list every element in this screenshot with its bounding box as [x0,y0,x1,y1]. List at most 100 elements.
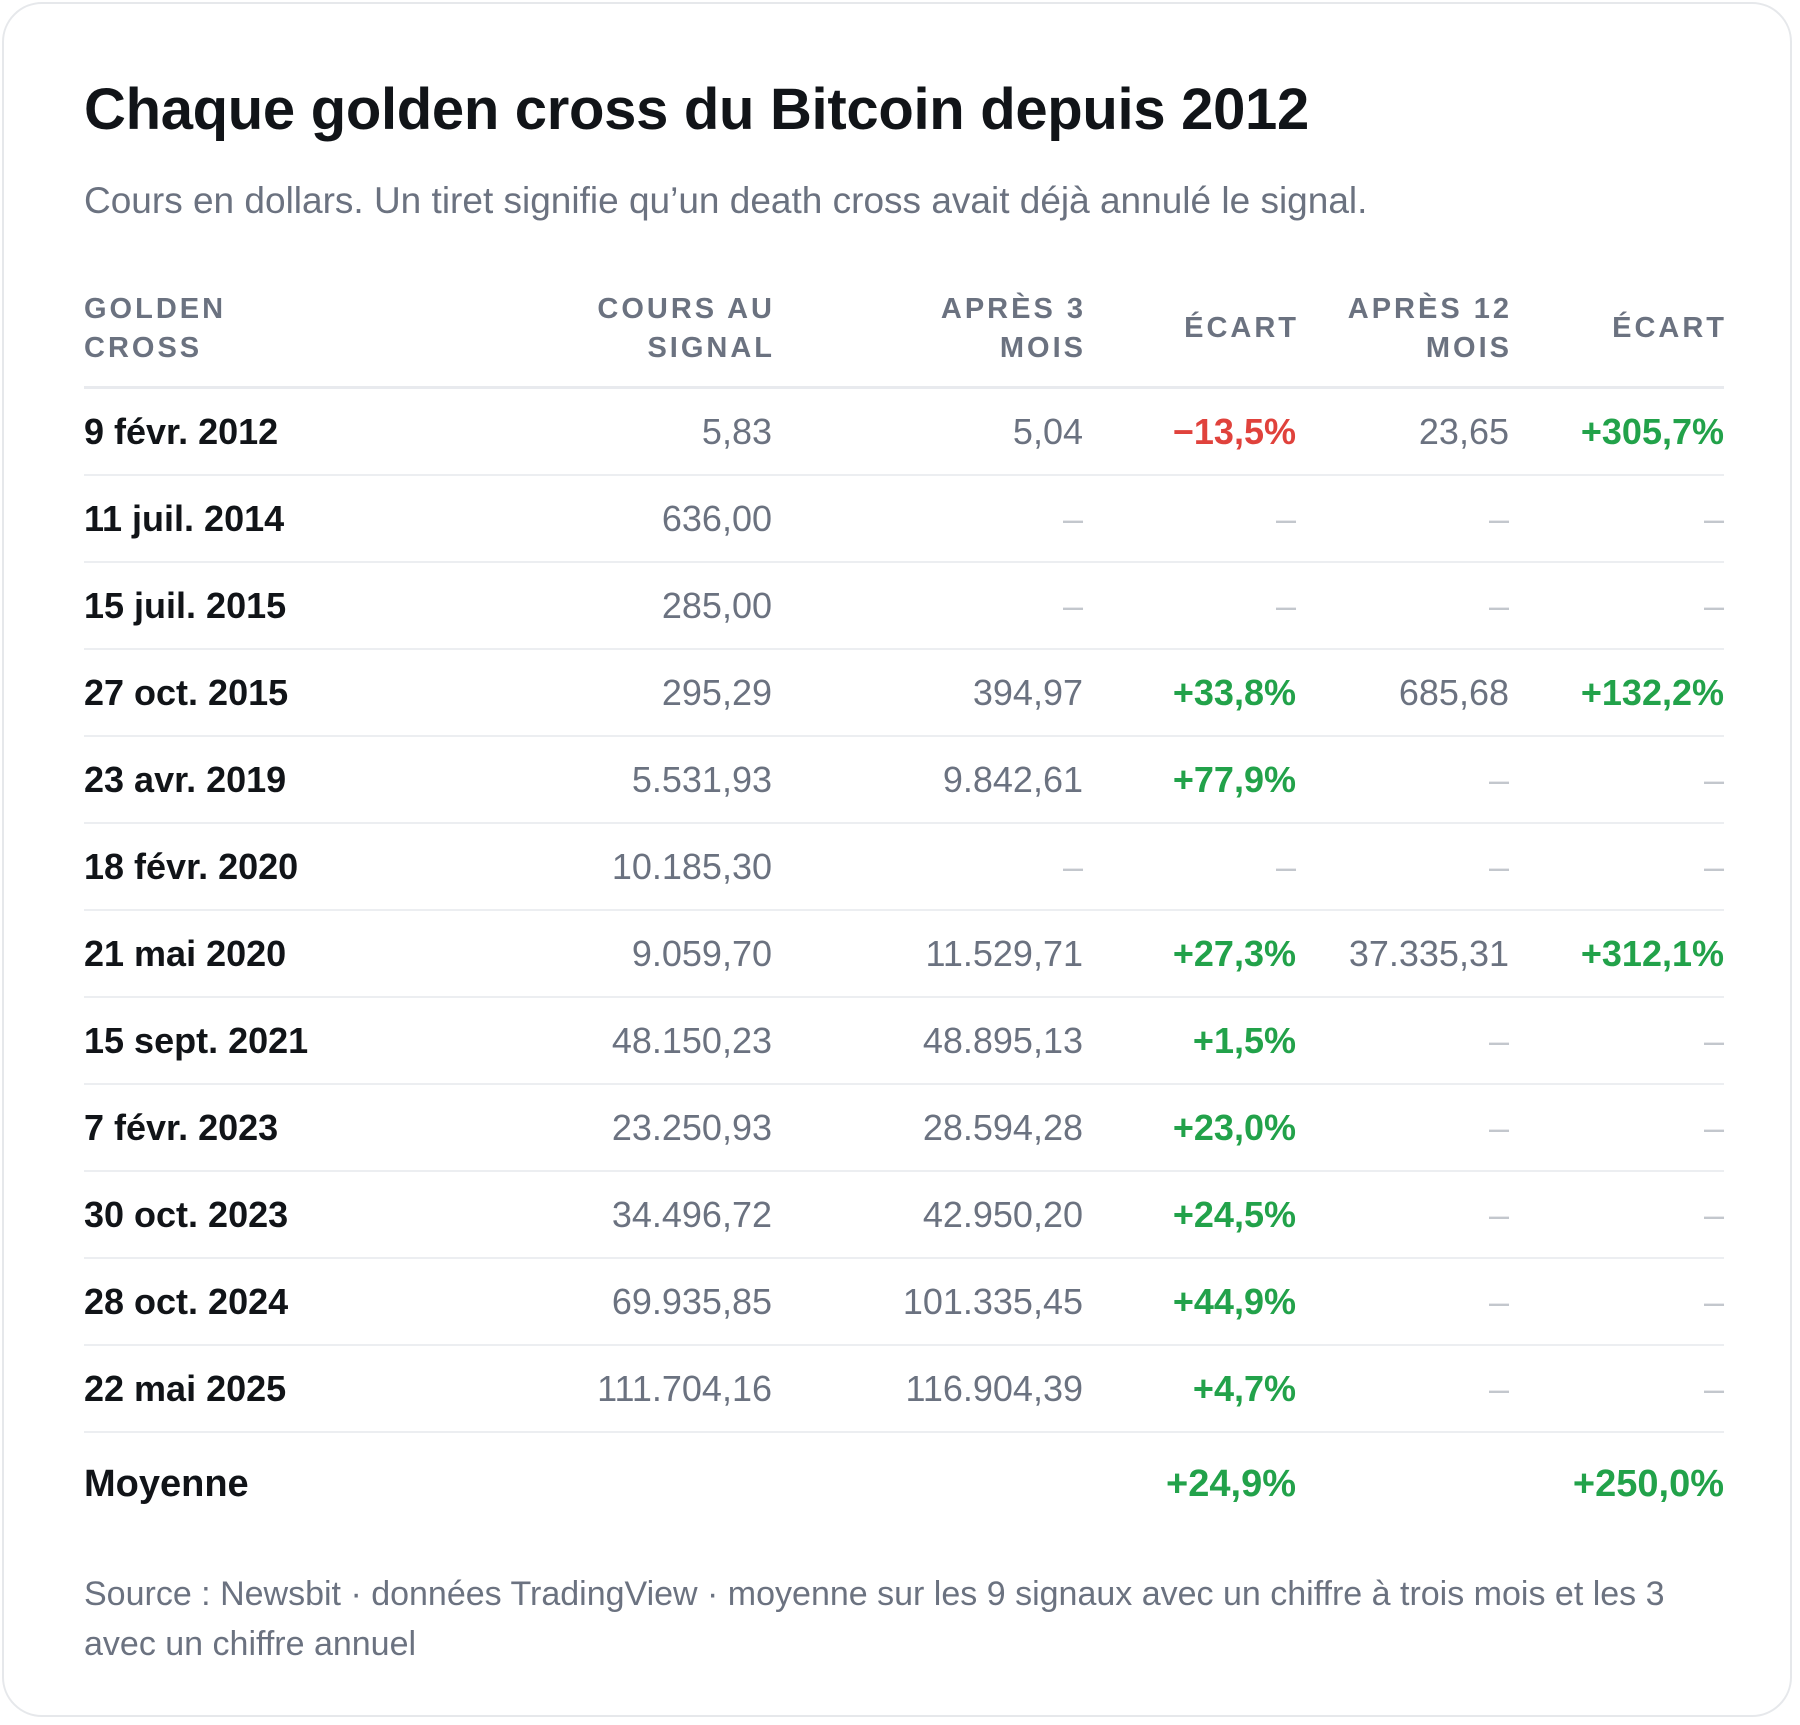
cell-after-3-months: 5,04 [772,387,1083,476]
cell-signal-price: 5,83 [444,387,772,476]
column-header-signal-price: COURS AU SIGNAL [444,271,775,389]
cell-after-12-months: – [1296,1258,1509,1346]
cell-golden-cross: 15 juil. 2015 [84,562,444,650]
column-header-change-3-months: ÉCART [1083,271,1296,389]
table-row: 28 oct. 2024 69.935,85 101.335,45 +44,9% – – [84,1258,1724,1346]
header-row: GOLDEN CROSS COURS AU SIGNAL APRÈS 3 MOIS ÉCAR… [84,271,1727,389]
cell-signal-price: 10.185,30 [444,823,772,911]
cell-golden-cross: 9 févr. 2012 [84,387,444,476]
cell-after-3-months: 394,97 [772,649,1083,737]
source-footnote: Source : Newsbit · données TradingView ·… [84,1575,1665,1663]
cell-after-12-months: – [1296,562,1509,650]
column-header-label: COURS AU SIGNAL [597,292,775,364]
cell-golden-cross: 27 oct. 2015 [84,649,444,737]
cell-signal-price: 69.935,85 [444,1258,772,1346]
cell-change-3-months: – [1083,823,1296,911]
cell-signal-price: 48.150,23 [444,997,772,1085]
table-header: GOLDEN CROSS COURS AU SIGNAL APRÈS 3 MOIS ÉCAR… [84,271,1727,389]
cell-golden-cross: 28 oct. 2024 [84,1258,444,1346]
cell-change-12-months: – [1509,562,1724,650]
cell-signal-price: 636,00 [444,475,772,563]
average-change-3-months: +24,9% [1166,1462,1296,1505]
chart-title: Chaque golden cross du Bitcoin depuis 20… [84,77,1309,142]
cell-change-3-months: +24,5% [1083,1171,1296,1259]
cell-after-12-months [1296,1432,1509,1535]
cell-change-3-months: +23,0% [1083,1084,1296,1172]
cell-change-12-months: – [1509,1258,1724,1346]
table-row: 15 juil. 2015 285,00– – – – [84,562,1724,650]
cell-golden-cross: 22 mai 2025 [84,1345,444,1433]
average-row: Moyenne +24,9% +250,0% [84,1432,1724,1535]
cell-change-3-months: +4,7% [1083,1345,1296,1433]
cell-after-12-months: 685,68 [1296,649,1509,737]
cell-golden-cross: 30 oct. 2023 [84,1171,444,1259]
column-header-golden-cross: GOLDEN CROSS [84,271,444,389]
average-label: Moyenne [84,1462,249,1505]
cell-change-12-months: – [1509,997,1724,1085]
cell-signal-price: 111.704,16 [444,1345,772,1433]
average-change-12-months: +250,0% [1572,1462,1724,1505]
cell-after-3-months [772,1432,1083,1535]
cell-after-3-months: 28.594,28 [772,1084,1083,1172]
cell-change-12-months: – [1509,1084,1724,1172]
cell-after-12-months: – [1296,1345,1509,1433]
cell-after-3-months: 101.335,45 [772,1258,1083,1346]
column-header-change-12-months: ÉCART [1509,271,1727,389]
table-row: 23 avr. 2019 5.531,93 9.842,61 +77,9% – – [84,736,1724,824]
cell-signal-price: 5.531,93 [444,736,772,824]
cell-signal-price: 285,00 [444,562,772,650]
cell-after-3-months: 42.950,20 [772,1171,1083,1259]
cell-golden-cross: 11 juil. 2014 [84,475,444,563]
table-row: 18 févr. 2020 10.185,30– – – – [84,823,1724,911]
column-header-label: APRÈS 12 MOIS [1347,292,1512,364]
cell-after-3-months: – [772,475,1083,563]
cell-change-3-months: −13,5% [1083,387,1296,476]
cell-change-3-months: +44,9% [1083,1258,1296,1346]
cell-change-3-months: – [1083,475,1296,563]
cell-after-12-months: – [1296,736,1509,824]
cell-after-12-months: – [1296,1171,1509,1259]
cell-change-12-months: – [1509,1345,1724,1433]
cell-change-12-months: – [1509,1171,1724,1259]
table-row: 11 juil. 2014 636,00– – – – [84,475,1724,563]
cell-after-12-months: – [1296,997,1509,1085]
cell-signal-price [444,1432,772,1535]
table-body: 9 févr. 2012 5,83 5,04 −13,5% 23,65 +305,7% 11… [84,387,1724,1536]
table-row: 15 sept. 2021 48.150,23 48.895,13 +1,5% – – [84,997,1724,1085]
cell-after-12-months: – [1296,823,1509,911]
cell-change-12-months: +305,7% [1509,387,1724,476]
table-row: 27 oct. 2015 295,29 394,97 +33,8% 685,68 +132… [84,649,1724,737]
chart-subtitle: Cours en dollars. Un tiret signifie qu’u… [84,180,1368,221]
table-row: 22 mai 2025 111.704,16 116.904,39 +4,7% – – [84,1345,1724,1433]
golden-cross-table: GOLDEN CROSS COURS AU SIGNAL APRÈS 3 MOIS ÉCAR… [84,271,1724,1535]
cell-change-3-months: +1,5% [1083,997,1296,1085]
cell-after-3-months: – [772,562,1083,650]
cell-change-12-months: – [1509,736,1724,824]
cell-change-3-months: +33,8% [1083,649,1296,737]
cell-after-12-months: – [1296,475,1509,563]
cell-change-3-months: +27,3% [1083,910,1296,998]
cell-signal-price: 23.250,93 [444,1084,772,1172]
column-header-label: ÉCART [1612,312,1727,344]
cell-golden-cross: 18 févr. 2020 [84,823,444,911]
column-header-after-12-months: APRÈS 12 MOIS [1296,271,1512,389]
cell-after-3-months: 116.904,39 [772,1345,1083,1433]
cell-signal-price: 34.496,72 [444,1171,772,1259]
cell-change-12-months: – [1509,475,1724,563]
column-header-after-3-months: APRÈS 3 MOIS [772,271,1086,389]
cell-change-12-months: +132,2% [1509,649,1724,737]
cell-after-12-months: 37.335,31 [1296,910,1509,998]
column-header-label: GOLDEN CROSS [84,292,227,364]
cell-after-12-months: 23,65 [1296,387,1509,476]
cell-change-12-months: +312,1% [1509,910,1724,998]
cell-golden-cross: 15 sept. 2021 [84,997,444,1085]
cell-golden-cross: 23 avr. 2019 [84,736,444,824]
cell-golden-cross: 21 mai 2020 [84,910,444,998]
table-row: 30 oct. 2023 34.496,72 42.950,20 +24,5% – – [84,1171,1724,1259]
column-header-label: APRÈS 3 MOIS [940,292,1086,364]
cell-after-3-months: 48.895,13 [772,997,1083,1085]
cell-after-3-months: – [772,823,1083,911]
table-row: 21 mai 2020 9.059,70 11.529,71 +27,3% 37.335… [84,910,1724,998]
table-row: 7 févr. 2023 23.250,93 28.594,28 +23,0% – – [84,1084,1724,1172]
